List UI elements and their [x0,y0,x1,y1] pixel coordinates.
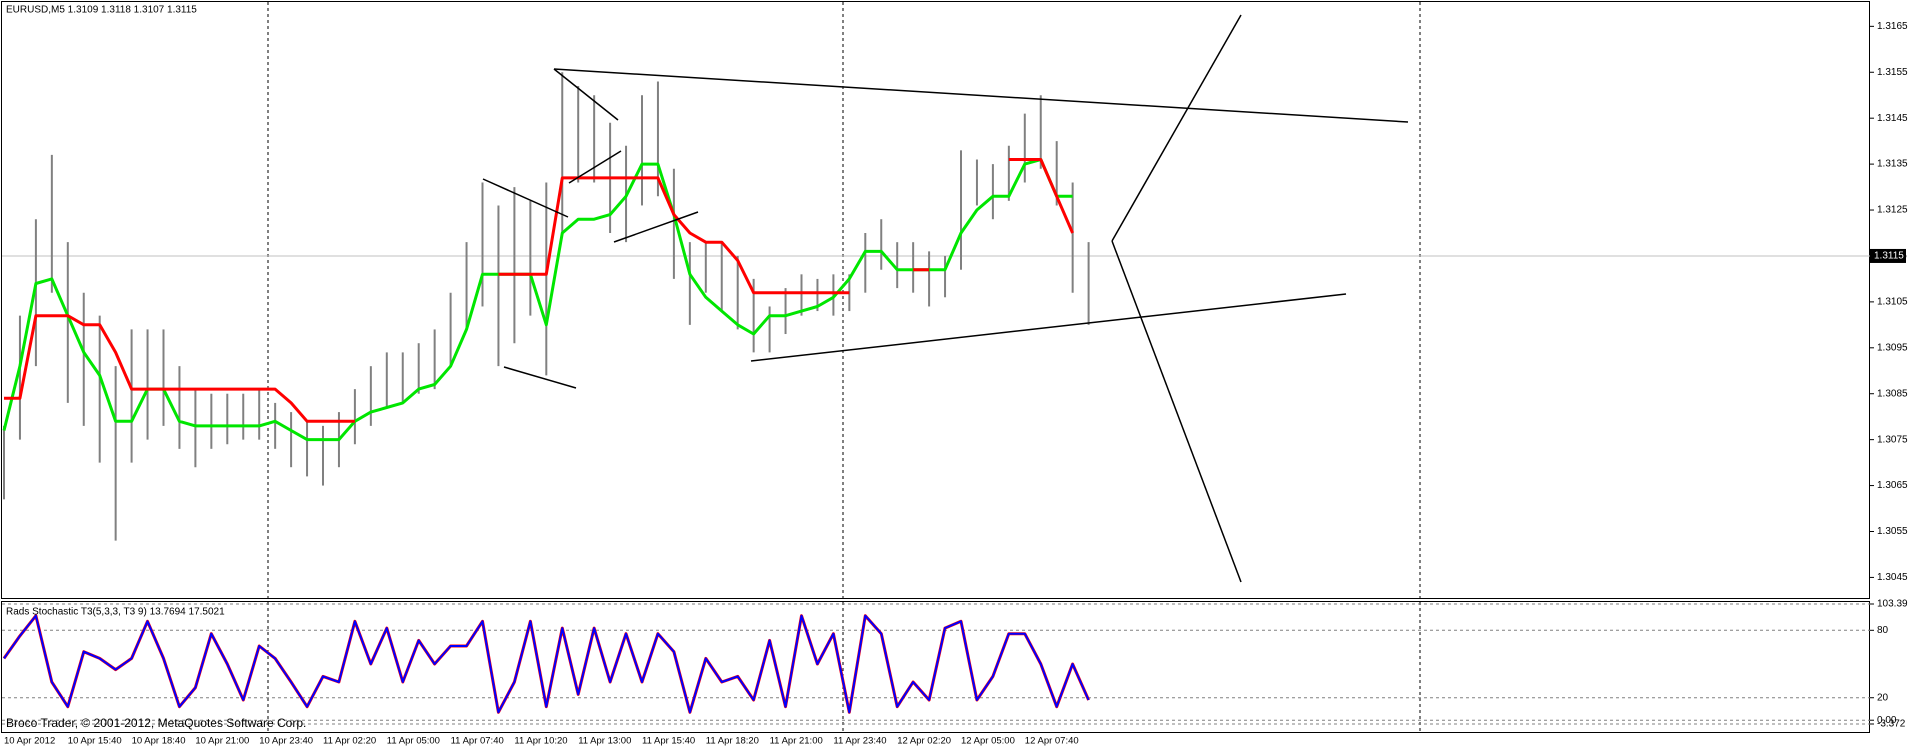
indicator-line [1008,158,1074,234]
x-tick-label: 10 Apr 18:40 [132,736,186,747]
y-tick-label: 103.399 [1877,599,1908,610]
x-tick-label: 11 Apr 02:20 [323,736,376,747]
trendline [613,211,699,243]
indicator-line [4,314,355,423]
x-tick-label: 10 Apr 21:00 [195,736,249,747]
x-tick-label: 11 Apr 21:00 [770,736,823,747]
y-tick-label: 1.3045 [1877,572,1908,583]
trendline [1111,14,1242,242]
x-tick-label: 11 Apr 13:00 [578,736,631,747]
x-tick-label: 12 Apr 02:20 [897,736,951,747]
indicator-title: Rads Stochastic T3(5,3,3, T3 9) 13.7694 … [6,607,225,618]
y-tick-label: 1.3125 [1877,205,1908,216]
x-tick-label: 12 Apr 05:00 [961,736,1015,747]
y-tick-label: 1.3155 [1877,67,1908,78]
current-price-box [1870,248,1906,263]
x-tick-label: 10 Apr 2012 [4,736,55,747]
x-tick-label: 12 Apr 07:40 [1025,736,1079,747]
x-tick-label: 11 Apr 15:40 [642,736,695,747]
trendline [553,68,619,121]
y-tick-label: 1.3085 [1877,388,1908,399]
plot-layer [2,72,1870,725]
y-tick-label: -3.372 [1877,719,1906,730]
indicator-line [2,158,1073,442]
oscillator-line [3,614,1090,714]
y-tick-label: 1.3105 [1877,297,1908,308]
indicator-panel [1,601,1870,733]
trendline [553,68,1409,123]
y-tick-label: 1.3095 [1877,342,1908,353]
trendline [568,150,622,184]
y-tick-label: 1.3145 [1877,113,1908,124]
trendlines [482,14,1409,583]
x-tick-label: 11 Apr 18:20 [706,736,759,747]
indicator-line [498,176,850,295]
x-tick-label: 10 Apr 15:40 [68,736,122,747]
y-tick-label: 0.00 [1877,715,1897,726]
x-tick-label: 11 Apr 07:40 [451,736,504,747]
y-tick-label: 1.3075 [1877,434,1908,445]
main-panel [1,1,1870,599]
x-tick-label: 11 Apr 23:40 [833,736,886,747]
y-tick-label: 1.3165 [1877,21,1908,32]
trendline [503,366,577,389]
y-tick-label: 1.3135 [1877,159,1908,170]
y-tick-label: 80 [1877,625,1889,636]
x-tick-label: 11 Apr 05:00 [387,736,440,747]
x-tick-label: 11 Apr 10:20 [514,736,567,747]
y-tick-label: 20 [1877,692,1889,703]
trendline [482,178,569,218]
current-price-label: 1.3115 [1874,251,1904,262]
trendline [750,293,1347,362]
watermark: Broco Trader, © 2001-2012, MetaQuotes So… [6,716,306,730]
x-tick-label: 10 Apr 23:40 [259,736,313,747]
trendline [1111,240,1242,583]
y-tick-label: 1.3065 [1877,480,1908,491]
chart-title: EURUSD,M5 1.3109 1.3118 1.3107 1.3115 [6,5,197,16]
y-tick-label: 1.3055 [1877,526,1908,537]
